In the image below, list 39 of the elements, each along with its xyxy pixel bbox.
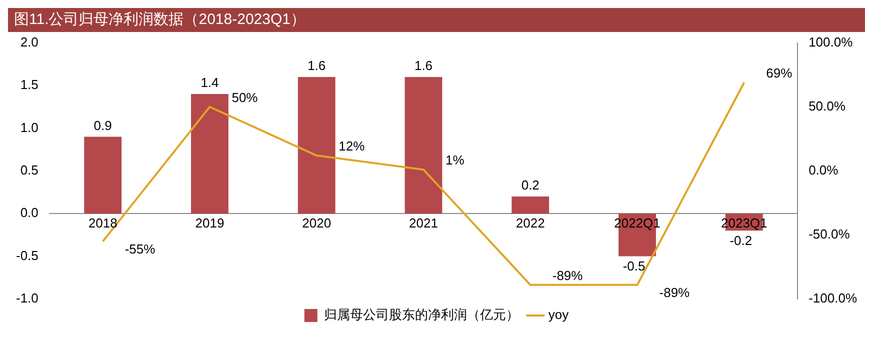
data-label: 69% [766, 66, 793, 81]
data-label: -89% [659, 284, 690, 300]
y-tick-label: 0.0 [20, 205, 38, 220]
data-label: 1.6 [414, 58, 433, 74]
x-tick-label: 2018 [88, 216, 118, 231]
legend-label: yoy [548, 307, 570, 322]
x-tick-label: 2022 [516, 216, 545, 231]
data-label: -0.5 [622, 258, 646, 274]
y-tick-label: 0.5 [20, 162, 38, 178]
y2-tick-label: 100.0% [808, 34, 854, 50]
bar [298, 76, 336, 214]
data-label: 12% [338, 138, 366, 154]
y2-tick-label: 0.0% [808, 162, 839, 178]
bar [84, 136, 122, 214]
data-label: -0.2 [730, 232, 752, 248]
y-tick-label: -0.5 [16, 248, 38, 263]
y2-tick-label: -50.0% [808, 226, 850, 242]
data-label: 50% [232, 90, 258, 105]
data-label: 1.4 [200, 75, 219, 90]
y-tick-label: 1.5 [20, 77, 38, 92]
chart-title: 图11.公司归母净利润数据（2018-2023Q1） [8, 8, 865, 32]
bar [512, 196, 550, 214]
bar [191, 94, 228, 214]
y2-tick-label: -100.0% [808, 290, 858, 306]
y-tick-label: 1.0 [20, 120, 38, 135]
y-tick-label: -1.0 [16, 290, 38, 306]
y-tick-label: 2.0 [20, 34, 38, 50]
data-label: -89% [552, 268, 584, 283]
legend-label: 归属母公司股东的净利润（亿元） [324, 307, 519, 322]
data-label: 0.9 [94, 118, 112, 133]
data-label: -55% [124, 241, 156, 256]
x-tick-label: 2021 [409, 216, 438, 231]
x-tick-label: 2020 [302, 216, 332, 231]
data-label: 1.6 [308, 58, 326, 74]
bar [404, 76, 442, 214]
x-tick-label: 2019 [195, 216, 224, 231]
data-label: 0.2 [521, 178, 540, 193]
data-label: 1% [445, 152, 465, 168]
y2-tick-label: 50.0% [808, 98, 846, 114]
